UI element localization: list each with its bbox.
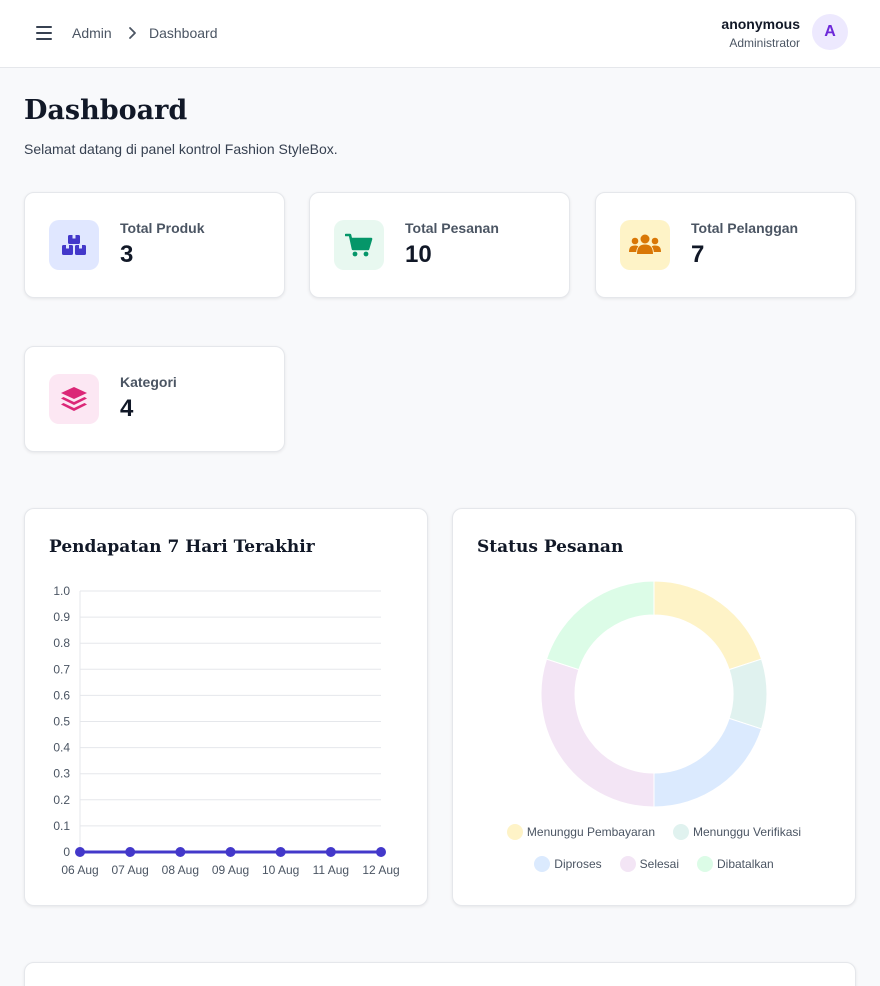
x-tick-label: 07 Aug xyxy=(111,863,148,877)
legend-item[interactable]: Dibatalkan xyxy=(697,856,774,872)
y-tick-label: 0.6 xyxy=(53,688,70,702)
panel-title: Status Pesanan xyxy=(477,537,624,557)
avatar[interactable]: A xyxy=(812,14,848,50)
order-status-panel: Status Pesanan Menunggu Pembayaran Menun… xyxy=(452,508,856,906)
revenue-line-chart: 0 0.1 0.2 0.3 0.4 0.5 0.6 0.7 0.8 0.9 1.0 06 Aug 07 … xyxy=(53,584,399,877)
order-status-donut-chart xyxy=(540,580,768,808)
stat-card-orders: Total Pesanan 10 xyxy=(309,192,570,298)
stat-label: Kategori xyxy=(120,374,177,390)
shopping-cart-icon xyxy=(345,233,373,257)
stat-label: Total Produk xyxy=(120,220,205,236)
stat-label: Total Pelanggan xyxy=(691,220,799,236)
x-tick-label: 12 Aug xyxy=(362,863,399,877)
stat-card-customers: Total Pelanggan 7 xyxy=(595,192,856,298)
chart-legend-row-1: Menunggu Pembayaran Menunggu Verifikasi xyxy=(453,824,855,840)
chart-legend-row-2: Diproses Selesai Dibatalkan xyxy=(453,856,855,872)
users-icon xyxy=(629,234,661,254)
stat-icon-box xyxy=(49,374,99,424)
data-point[interactable] xyxy=(376,847,386,857)
stat-label: Total Pesanan xyxy=(405,220,499,236)
page-title: Dashboard xyxy=(24,95,188,126)
legend-label: Menunggu Pembayaran xyxy=(526,825,655,839)
legend-item[interactable]: Menunggu Pembayaran xyxy=(506,824,655,840)
stat-icon-box xyxy=(49,220,99,270)
legend-item[interactable]: Diproses xyxy=(534,856,602,872)
boxes-icon xyxy=(62,235,86,255)
y-tick-label: 0.8 xyxy=(53,636,70,650)
data-point[interactable] xyxy=(325,847,336,857)
y-tick-label: 0.9 xyxy=(53,610,70,624)
data-point[interactable] xyxy=(125,847,136,857)
top-bar: Admin Dashboard anonymous Administrator … xyxy=(0,0,880,68)
user-name[interactable]: anonymous xyxy=(721,16,800,32)
x-tick-label: 06 Aug xyxy=(61,863,98,877)
legend-label: Menunggu Verifikasi xyxy=(693,825,802,839)
stat-card-products: Total Produk 3 xyxy=(24,192,285,298)
legend-swatch xyxy=(619,856,636,872)
menu-icon xyxy=(36,26,52,28)
legend-swatch xyxy=(506,824,523,840)
page-subtitle: Selamat datang di panel kontrol Fashion … xyxy=(24,141,338,157)
revenue-chart-panel: Pendapatan 7 Hari Terakhir 0 0.1 0.2 0.3 0.4… xyxy=(24,508,428,906)
y-tick-label: 0.7 xyxy=(53,662,70,676)
stat-value: 3 xyxy=(120,241,134,268)
legend-item[interactable]: Menunggu Verifikasi xyxy=(673,824,801,840)
layers-icon xyxy=(61,387,87,411)
stat-value: 4 xyxy=(120,395,134,422)
legend-swatch xyxy=(534,856,551,872)
legend-label: Diproses xyxy=(554,857,602,871)
y-tick-label: 0 xyxy=(63,845,70,859)
x-tick-label: 09 Aug xyxy=(212,863,249,877)
donut-slice[interactable] xyxy=(540,658,655,808)
legend-swatch xyxy=(673,824,689,840)
recent-orders-panel xyxy=(24,962,856,986)
panel-title: Pendapatan 7 Hari Terakhir xyxy=(49,537,315,557)
data-point[interactable] xyxy=(225,847,236,857)
y-tick-label: 0.4 xyxy=(53,741,70,755)
legend-swatch xyxy=(697,856,713,872)
x-tick-label: 10 Aug xyxy=(262,863,299,877)
y-tick-label: 0.2 xyxy=(53,793,70,807)
data-point[interactable] xyxy=(275,847,286,857)
donut-slice[interactable] xyxy=(545,580,655,671)
data-point[interactable] xyxy=(75,847,85,857)
data-point[interactable] xyxy=(175,847,186,857)
y-tick-label: 0.3 xyxy=(53,767,70,781)
x-tick-label: 08 Aug xyxy=(162,863,199,877)
menu-toggle-button[interactable] xyxy=(32,22,56,44)
x-tick-label: 11 Aug xyxy=(313,863,349,877)
y-tick-label: 0.1 xyxy=(53,819,70,833)
user-role: Administrator xyxy=(729,36,800,50)
breadcrumb-admin[interactable]: Admin xyxy=(72,25,112,41)
y-tick-label: 1.0 xyxy=(53,584,70,598)
donut-slice[interactable] xyxy=(728,658,768,730)
donut-slice[interactable] xyxy=(653,717,763,808)
stat-value: 7 xyxy=(691,241,705,268)
legend-item[interactable]: Selesai xyxy=(619,856,679,872)
legend-label: Dibatalkan xyxy=(717,857,774,871)
donut-slice[interactable] xyxy=(653,580,763,671)
chevron-right-icon xyxy=(129,27,136,39)
stat-icon-box xyxy=(620,220,670,270)
breadcrumb-dashboard: Dashboard xyxy=(149,25,218,41)
stat-icon-box xyxy=(334,220,384,270)
y-tick-label: 0.5 xyxy=(53,715,70,729)
stat-card-categories: Kategori 4 xyxy=(24,346,285,452)
legend-label: Selesai xyxy=(639,857,679,871)
stat-value: 10 xyxy=(405,241,432,268)
